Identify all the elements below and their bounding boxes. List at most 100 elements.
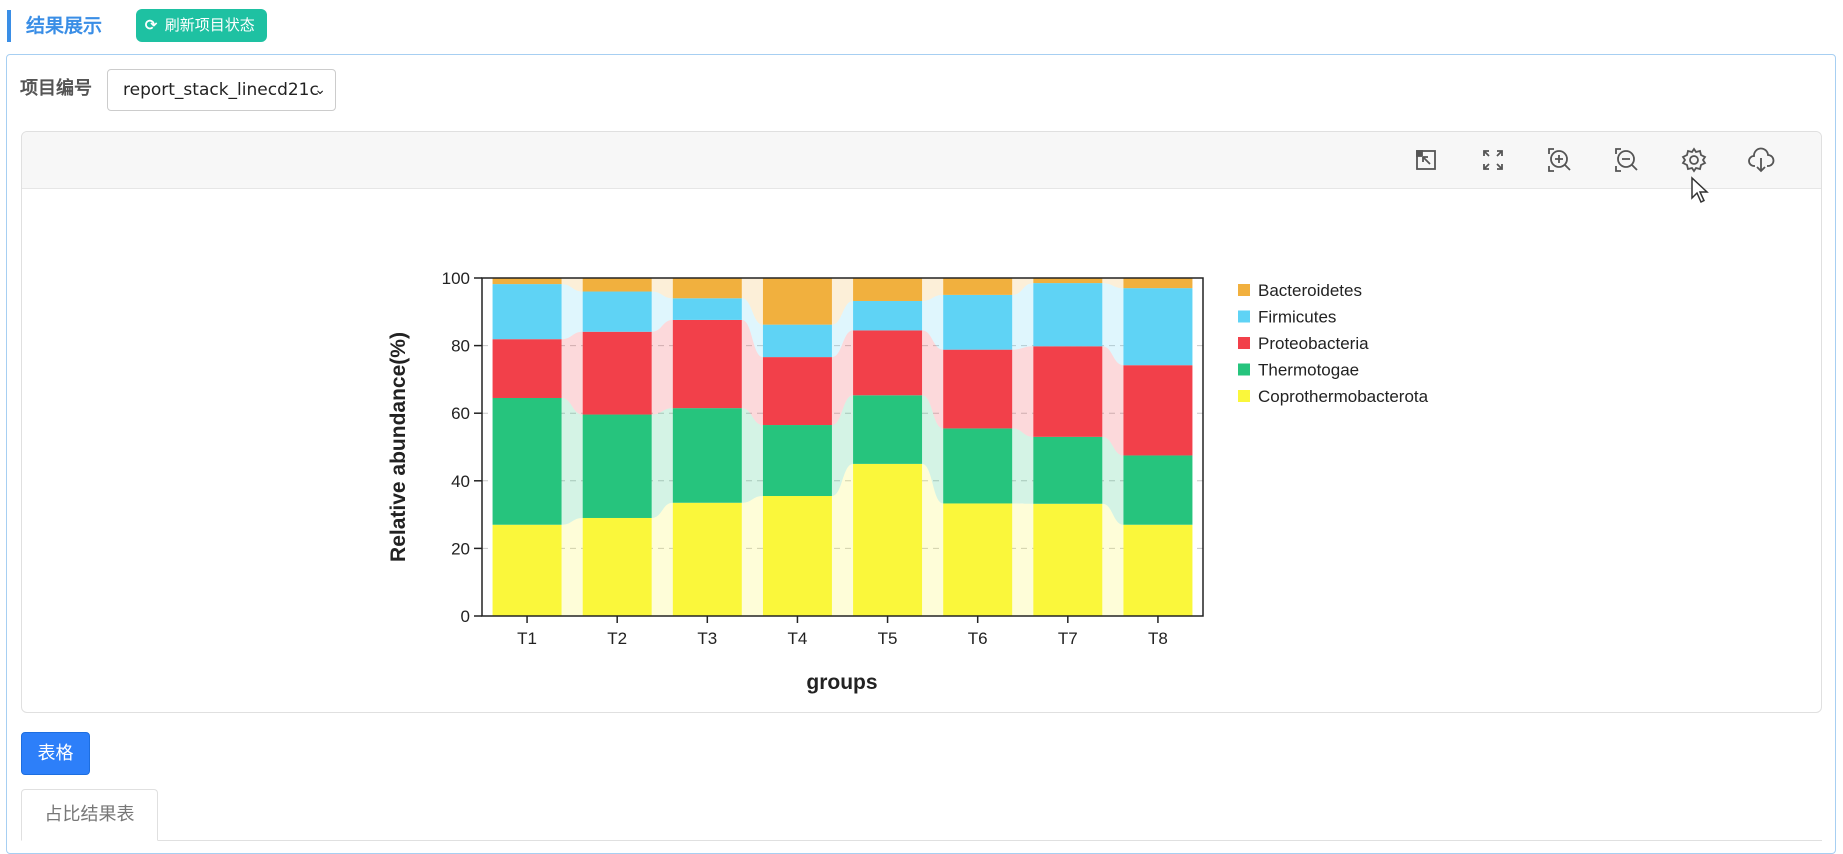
y-axis-title: Relative abundance(%) <box>387 332 410 562</box>
x-tick-label: T6 <box>968 629 988 648</box>
connector-band <box>741 298 763 358</box>
y-tick-label: 100 <box>442 269 470 288</box>
bar-segment <box>762 496 832 616</box>
connector-band <box>651 408 673 518</box>
bar-segment <box>582 291 652 332</box>
legend-swatch <box>1238 363 1250 376</box>
bar-segment <box>853 330 923 396</box>
x-tick-label: T1 <box>517 629 537 648</box>
bar-segment <box>943 503 1013 616</box>
bar-segment <box>762 357 832 426</box>
connector-band <box>741 408 763 503</box>
bar-segment <box>492 524 562 616</box>
y-axis: 0 20 40 60 80 100 <box>442 269 482 626</box>
connector-band <box>1102 503 1124 616</box>
bar-segment <box>853 395 923 464</box>
connector-band <box>1102 346 1124 456</box>
bar-segment <box>1123 288 1193 366</box>
x-tick-label: T3 <box>697 629 717 648</box>
legend-swatch <box>1238 337 1250 349</box>
connector-band <box>651 319 673 415</box>
bar-segment <box>762 324 832 358</box>
refresh-project-status-button[interactable]: ⟳ 刷新项目状态 <box>136 9 267 42</box>
connector-band <box>741 319 763 426</box>
connector-band <box>561 278 583 292</box>
project-id-select[interactable]: report_stack_linecd21c ⌄ <box>107 69 336 111</box>
bar-segment <box>853 278 923 301</box>
select-area-icon[interactable] <box>1412 146 1440 174</box>
bar-segment <box>1123 455 1193 525</box>
x-tick-label: T8 <box>1148 629 1168 648</box>
connector-band <box>651 291 673 332</box>
legend-swatch <box>1238 284 1250 296</box>
zoom-in-icon[interactable] <box>1546 146 1574 174</box>
bar-segment <box>853 300 923 331</box>
project-id-label: 项目编号 <box>20 78 92 99</box>
connector-band <box>651 278 673 299</box>
chart-card: 0 20 40 60 80 100 T1 T2 T3 T4 T5 T6 T7 T8 Relative a… <box>21 131 1822 713</box>
section-title: 结果展示 <box>7 10 102 42</box>
bar-segment <box>492 397 562 525</box>
legend: Bacteroidetes Firmicutes Proteobacteria The… <box>1238 281 1429 406</box>
legend-label: Coprothermobacterota <box>1258 387 1429 406</box>
connector-band <box>922 278 944 301</box>
tabs-divider <box>21 840 1822 841</box>
connector-band <box>1102 283 1124 366</box>
connector-band <box>922 395 944 504</box>
stacked-bar-chart: 0 20 40 60 80 100 T1 T2 T3 T4 T5 T6 T7 T8 Relative a… <box>387 269 1429 694</box>
connector-band <box>741 278 763 325</box>
bar-segment <box>1033 278 1103 284</box>
bar-segment <box>672 408 742 503</box>
connector-band <box>561 397 583 525</box>
mouse-cursor-icon <box>1690 176 1710 208</box>
top-bar: 结果展示 ⟳ 刷新项目状态 <box>0 0 1843 52</box>
bar-segment <box>943 278 1013 295</box>
connector-band <box>831 463 854 616</box>
bar-segment <box>672 298 742 320</box>
bar-segment <box>1033 503 1103 616</box>
tab-ratio-result-table[interactable]: 占比结果表 <box>21 789 158 841</box>
refresh-button-label: 刷新项目状态 <box>164 16 255 34</box>
connector-band <box>1012 428 1034 504</box>
connector-band <box>561 331 583 415</box>
bar-segment <box>1033 283 1103 347</box>
connector-band <box>741 496 763 616</box>
connector-band <box>1102 278 1124 289</box>
x-tick-label: T2 <box>607 629 627 648</box>
bar-segment <box>582 414 652 518</box>
bar-segment <box>582 517 652 616</box>
connector-band <box>1012 503 1034 616</box>
y-tick-label: 60 <box>451 404 470 423</box>
connector-band <box>922 463 944 616</box>
bar-segment <box>762 278 832 325</box>
legend-label: Firmicutes <box>1258 308 1336 327</box>
connector-band <box>831 395 854 497</box>
bar-segment <box>1123 365 1193 456</box>
x-axis-title: groups <box>806 671 877 694</box>
bar-segment <box>943 428 1013 504</box>
chevron-down-icon: ⌄ <box>314 82 326 98</box>
settings-icon[interactable] <box>1680 146 1708 174</box>
connector-band <box>831 330 854 426</box>
table-button[interactable]: 表格 <box>21 732 90 775</box>
legend-swatch <box>1238 310 1250 323</box>
y-tick-label: 80 <box>451 337 470 356</box>
bar-segment <box>672 502 742 616</box>
legend-swatch <box>1238 390 1250 402</box>
fullscreen-icon[interactable] <box>1479 146 1507 174</box>
y-tick-label: 20 <box>451 539 470 558</box>
bar-segment <box>582 278 652 292</box>
x-axis: T1 T2 T3 T4 T5 T6 T7 T8 <box>517 616 1168 648</box>
connector-band <box>831 278 854 325</box>
connector-band <box>561 517 583 616</box>
connector-band <box>1012 346 1034 437</box>
bar-segment <box>1033 436 1103 504</box>
refresh-icon: ⟳ <box>144 16 158 34</box>
x-tick-label: T4 <box>788 629 808 648</box>
zoom-out-icon[interactable] <box>1613 146 1641 174</box>
download-icon[interactable] <box>1747 146 1775 174</box>
bar-segment <box>1123 278 1193 289</box>
bar-segment <box>672 278 742 299</box>
legend-label: Thermotogae <box>1258 361 1359 380</box>
bar-segment <box>492 284 562 340</box>
